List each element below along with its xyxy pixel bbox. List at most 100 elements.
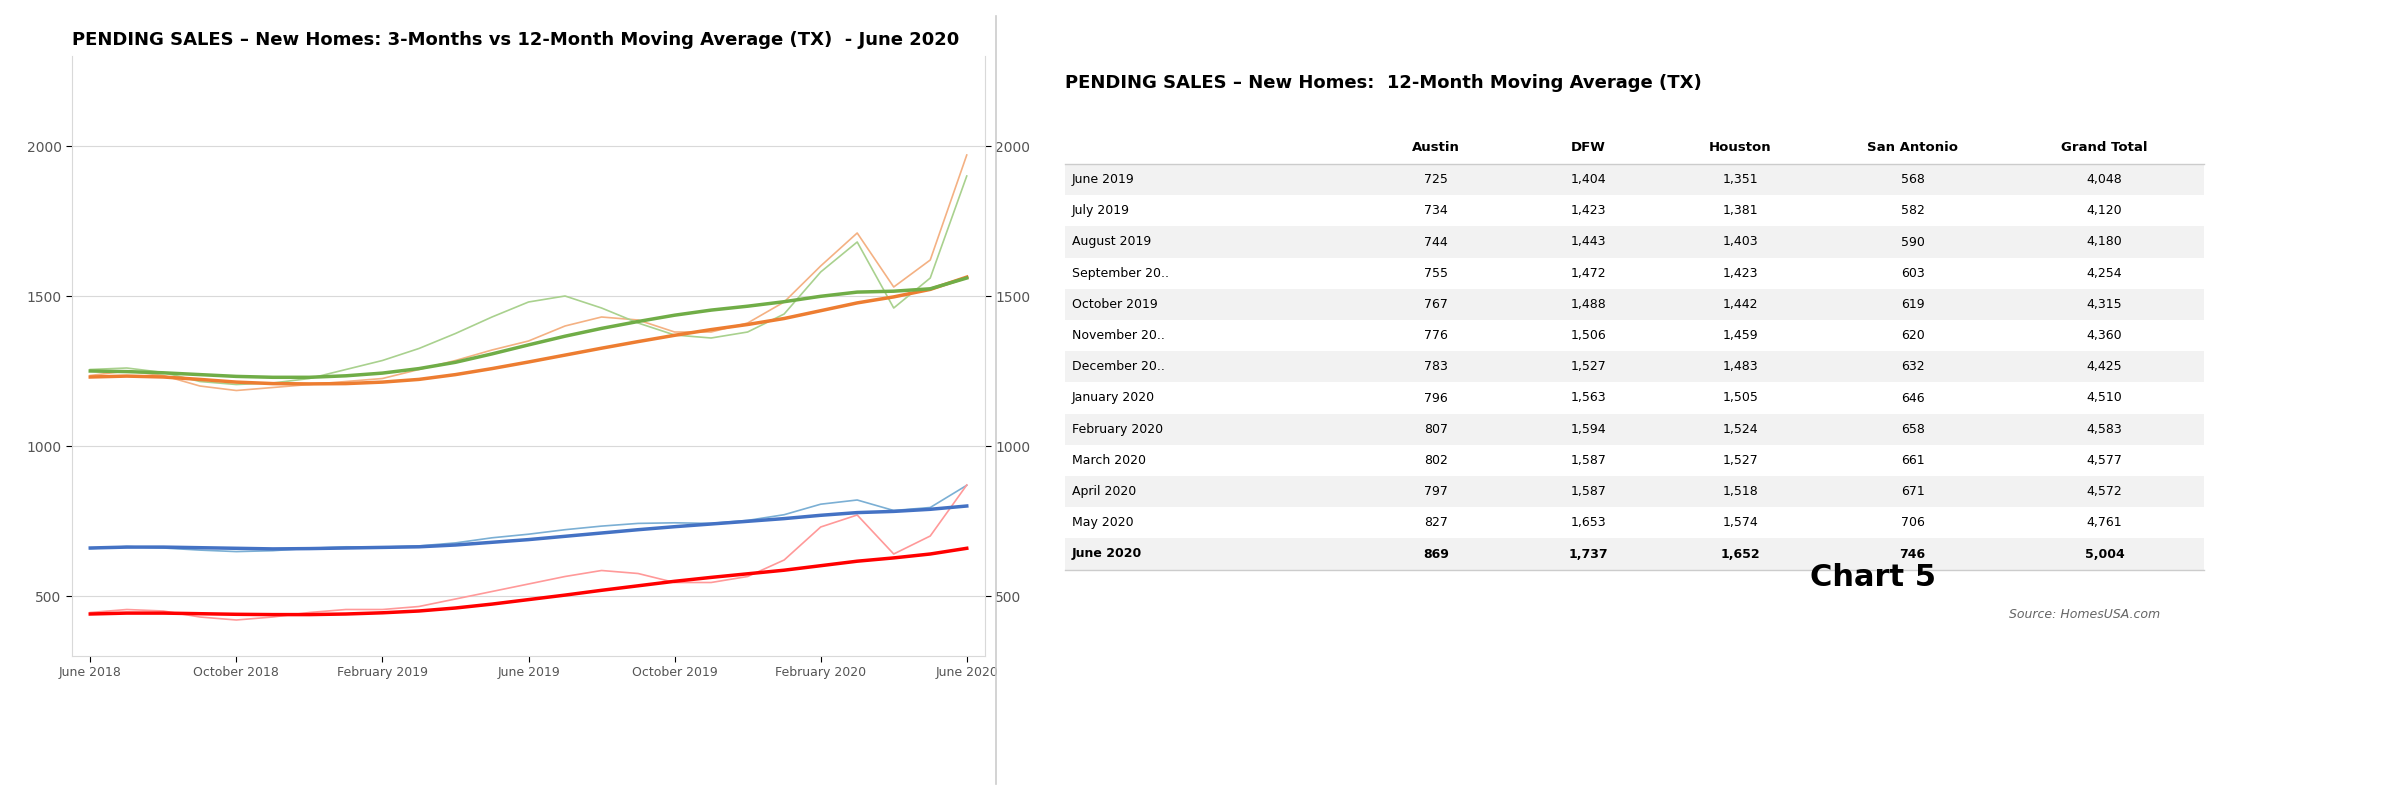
Text: 4,577: 4,577 <box>2086 454 2122 467</box>
Text: 1,505: 1,505 <box>1723 391 1759 405</box>
Text: 1,423: 1,423 <box>1570 204 1606 218</box>
Text: 1,483: 1,483 <box>1723 360 1759 374</box>
Text: 4,254: 4,254 <box>2086 266 2122 280</box>
Text: PENDING SALES – New Homes:  12-Month Moving Average (TX): PENDING SALES – New Homes: 12-Month Movi… <box>1066 74 1702 92</box>
Text: 1,737: 1,737 <box>1570 547 1608 561</box>
Text: 671: 671 <box>1901 485 1925 498</box>
Text: 1,404: 1,404 <box>1570 173 1606 186</box>
Text: 1,351: 1,351 <box>1723 173 1759 186</box>
Text: 4,120: 4,120 <box>2086 204 2122 218</box>
Text: 767: 767 <box>1423 298 1447 311</box>
Text: 1,587: 1,587 <box>1570 454 1606 467</box>
Bar <box>1066 320 2203 351</box>
Text: 1,527: 1,527 <box>1723 454 1759 467</box>
Text: Chart 5: Chart 5 <box>1810 563 1937 593</box>
Text: 658: 658 <box>1901 422 1925 436</box>
Text: 1,442: 1,442 <box>1723 298 1759 311</box>
Text: Source: HomesUSA.com: Source: HomesUSA.com <box>2009 607 2160 621</box>
Bar <box>1066 476 2203 507</box>
Text: 1,443: 1,443 <box>1570 235 1606 249</box>
Text: 1,488: 1,488 <box>1570 298 1606 311</box>
Text: 1,472: 1,472 <box>1570 266 1606 280</box>
Bar <box>1066 289 2203 320</box>
Text: 869: 869 <box>1423 547 1450 561</box>
Text: 619: 619 <box>1901 298 1925 311</box>
Text: 1,594: 1,594 <box>1570 422 1606 436</box>
Bar <box>1066 414 2203 445</box>
Bar <box>1066 164 2203 195</box>
Text: 5,004: 5,004 <box>2086 547 2124 561</box>
Text: 776: 776 <box>1423 329 1447 342</box>
Text: Austin: Austin <box>1411 141 1459 154</box>
Text: 797: 797 <box>1423 485 1447 498</box>
Bar <box>1066 538 2203 570</box>
Text: December 20..: December 20.. <box>1073 360 1164 374</box>
Text: 632: 632 <box>1901 360 1925 374</box>
Text: July 2019: July 2019 <box>1073 204 1130 218</box>
Text: 4,425: 4,425 <box>2086 360 2122 374</box>
Text: 1,403: 1,403 <box>1723 235 1759 249</box>
Text: 4,510: 4,510 <box>2086 391 2122 405</box>
Bar <box>1066 258 2203 289</box>
Text: 725: 725 <box>1423 173 1447 186</box>
Text: January 2020: January 2020 <box>1073 391 1154 405</box>
Bar <box>1066 226 2203 258</box>
Text: 1,423: 1,423 <box>1723 266 1759 280</box>
Text: 1,381: 1,381 <box>1723 204 1759 218</box>
Bar <box>1066 195 2203 226</box>
Text: 746: 746 <box>1898 547 1925 561</box>
Text: 827: 827 <box>1423 516 1447 530</box>
Text: March 2020: March 2020 <box>1073 454 1145 467</box>
Text: PENDING SALES – New Homes: 3-Months vs 12-Month Moving Average (TX)  - June 2020: PENDING SALES – New Homes: 3-Months vs 1… <box>72 31 960 49</box>
Text: 603: 603 <box>1901 266 1925 280</box>
Text: 4,360: 4,360 <box>2086 329 2122 342</box>
Text: September 20..: September 20.. <box>1073 266 1169 280</box>
Text: Grand Total: Grand Total <box>2062 141 2148 154</box>
Text: 661: 661 <box>1901 454 1925 467</box>
Text: 734: 734 <box>1423 204 1447 218</box>
Text: 4,048: 4,048 <box>2086 173 2122 186</box>
Text: 1,563: 1,563 <box>1570 391 1606 405</box>
Text: 1,524: 1,524 <box>1723 422 1759 436</box>
Text: June 2020: June 2020 <box>1073 547 1142 561</box>
Bar <box>1066 382 2203 414</box>
Text: 4,583: 4,583 <box>2086 422 2122 436</box>
Bar <box>1066 507 2203 538</box>
Text: 744: 744 <box>1423 235 1447 249</box>
Text: DFW: DFW <box>1572 141 1606 154</box>
Text: November 20..: November 20.. <box>1073 329 1164 342</box>
Text: 783: 783 <box>1423 360 1447 374</box>
Text: 4,315: 4,315 <box>2086 298 2122 311</box>
Text: 4,761: 4,761 <box>2086 516 2122 530</box>
Text: April 2020: April 2020 <box>1073 485 1135 498</box>
Text: 1,574: 1,574 <box>1723 516 1759 530</box>
Text: 755: 755 <box>1423 266 1447 280</box>
Text: 802: 802 <box>1423 454 1447 467</box>
Text: May 2020: May 2020 <box>1073 516 1133 530</box>
Text: 796: 796 <box>1423 391 1447 405</box>
Text: 1,587: 1,587 <box>1570 485 1606 498</box>
Text: 1,652: 1,652 <box>1721 547 1759 561</box>
Text: 4,572: 4,572 <box>2086 485 2122 498</box>
Text: 4,180: 4,180 <box>2086 235 2122 249</box>
Text: 590: 590 <box>1901 235 1925 249</box>
Text: 582: 582 <box>1901 204 1925 218</box>
Text: 807: 807 <box>1423 422 1447 436</box>
Text: 706: 706 <box>1901 516 1925 530</box>
Text: 646: 646 <box>1901 391 1925 405</box>
Bar <box>1066 445 2203 476</box>
Text: June 2019: June 2019 <box>1073 173 1135 186</box>
Text: Houston: Houston <box>1709 141 1771 154</box>
Text: October 2019: October 2019 <box>1073 298 1157 311</box>
Text: February 2020: February 2020 <box>1073 422 1164 436</box>
Text: 1,527: 1,527 <box>1570 360 1606 374</box>
Bar <box>1066 351 2203 382</box>
Text: 620: 620 <box>1901 329 1925 342</box>
Text: 1,518: 1,518 <box>1723 485 1759 498</box>
Text: 1,653: 1,653 <box>1570 516 1606 530</box>
Text: San Antonio: San Antonio <box>1867 141 1958 154</box>
Text: 1,506: 1,506 <box>1570 329 1606 342</box>
Text: 1,459: 1,459 <box>1723 329 1759 342</box>
Text: 568: 568 <box>1901 173 1925 186</box>
Text: August 2019: August 2019 <box>1073 235 1152 249</box>
